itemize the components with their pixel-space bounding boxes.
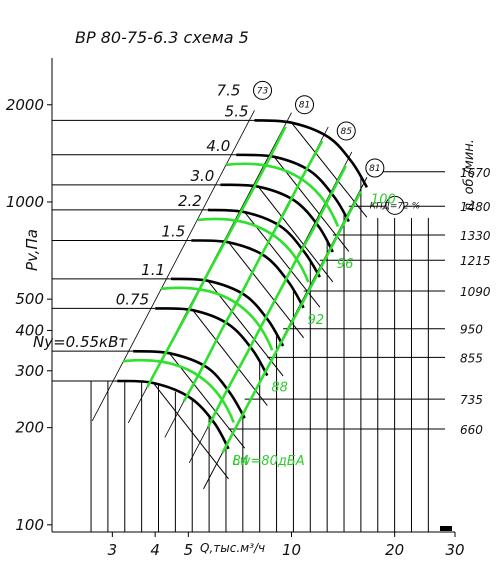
x-tick-label: 4: [150, 541, 160, 559]
efficiency-marker: [365, 158, 385, 178]
performance-curve: [220, 183, 334, 253]
y-tick-label: 1000: [6, 193, 44, 211]
system-ray: [91, 110, 255, 422]
efficiency-curve: [146, 126, 287, 388]
efficiency-label: КПД=72 %: [370, 201, 421, 211]
sound-level-label: 96: [337, 257, 354, 272]
y-tick-label: 500: [15, 290, 44, 308]
efficiency-marker: [253, 80, 273, 100]
power-label: 7.5: [217, 81, 241, 99]
right-axis-label: n, об./мин.: [462, 139, 477, 211]
sound-level-label: 100: [371, 192, 396, 207]
efficiency-marker: [336, 121, 356, 141]
labels-layer: 100 200 300 400 500 1000 2000 3 4 5 10 20 30 1670 1480…: [6, 80, 491, 559]
performance-curve: [236, 153, 350, 223]
efficiency-curve: [226, 162, 340, 227]
power-label: 0.75: [116, 290, 149, 308]
performance-curve: [191, 239, 305, 309]
efficiency-curve: [221, 190, 363, 454]
rpm-tick-label: 735: [460, 393, 483, 407]
rpm-tick-label: 950: [460, 323, 483, 337]
performance-curve: [254, 119, 369, 188]
curves-layer: [117, 119, 369, 450]
efficiency-label: 85: [341, 127, 353, 137]
performance-curve: [117, 379, 230, 450]
power-label: 2.2: [178, 192, 202, 210]
rpm-tick-label: 660: [460, 423, 483, 437]
sound-level-label: 88: [271, 381, 288, 396]
rpm-tick-label: 1480: [460, 200, 491, 214]
efficiency-marker: [385, 195, 405, 215]
sound-level-label: 84: [233, 454, 250, 469]
sound-level-label: Lw=80дБА: [233, 454, 305, 469]
x-tick-label: 20: [385, 541, 404, 559]
power-label: 3.0: [191, 167, 215, 185]
x-tick-label: 10: [282, 541, 301, 559]
efficiency-label: 81: [369, 164, 380, 174]
x-tick-label: 30: [445, 541, 464, 559]
y-tick-label: 400: [15, 321, 44, 339]
efficiency-layer: [122, 126, 363, 454]
y-tick-label: 300: [15, 362, 44, 380]
efficiency-curve: [197, 217, 310, 283]
power-label: 5.5: [225, 102, 249, 120]
power-label: Ny=0.55кВт: [33, 333, 128, 351]
rpm-tick-label: 1090: [460, 285, 491, 299]
performance-curve: [207, 208, 322, 278]
rpm-tick-label: 1670: [460, 166, 491, 180]
y-tick-label: 100: [15, 516, 44, 534]
efficiency-curve: [160, 286, 274, 351]
efficiency-marker: [295, 95, 315, 115]
power-line: [152, 382, 229, 480]
x-tick-label: 5: [184, 541, 194, 559]
efficiency-curve: [207, 165, 347, 428]
efficiency-label: 73: [257, 86, 269, 96]
x-tick-label: 3: [108, 541, 118, 559]
y-tick-label: 2000: [6, 96, 44, 114]
chart-title: ВР 80-75-6.3 схема 5: [75, 28, 249, 47]
rpm-tick-label: 1215: [460, 254, 491, 268]
efficiency-curve: [122, 358, 235, 423]
performance-curve: [155, 307, 269, 377]
x-axis-label: Q,тыс.м³/ч: [200, 541, 265, 555]
power-label: 1.5: [161, 222, 185, 240]
y-tick-label: 200: [15, 419, 44, 437]
y-axis-label: Pv,Па: [23, 229, 41, 271]
performance-curve: [170, 277, 285, 347]
rpm-tick-label: 1330: [460, 229, 491, 243]
sound-level-label: 92: [308, 313, 325, 328]
power-label: 4.0: [206, 137, 230, 155]
rpm-tick-label: 855: [460, 351, 483, 365]
efficiency-label: 81: [299, 101, 310, 111]
performance-curve: [133, 349, 246, 419]
efficiency-curve: [182, 140, 324, 403]
power-label: 1.1: [141, 261, 165, 279]
corner-marker: [440, 526, 452, 531]
